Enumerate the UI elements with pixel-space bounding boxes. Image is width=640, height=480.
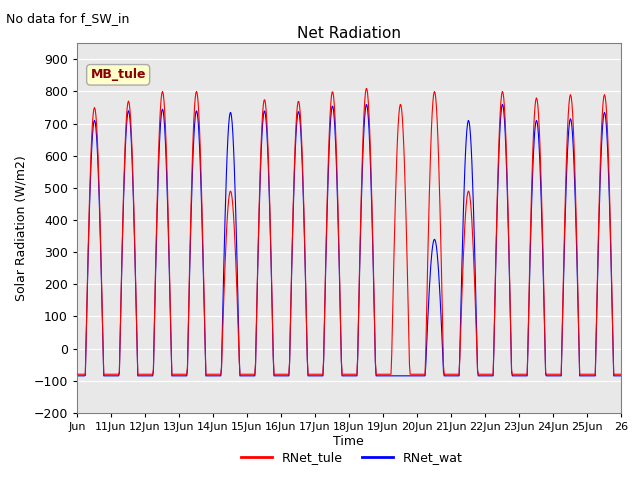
Legend: RNet_tule, RNet_wat: RNet_tule, RNet_wat (236, 446, 468, 469)
Text: MB_tule: MB_tule (90, 68, 146, 81)
Y-axis label: Solar Radiation (W/m2): Solar Radiation (W/m2) (15, 155, 28, 301)
Title: Net Radiation: Net Radiation (297, 25, 401, 41)
X-axis label: Time: Time (333, 434, 364, 448)
Text: No data for f_SW_in: No data for f_SW_in (6, 12, 130, 25)
